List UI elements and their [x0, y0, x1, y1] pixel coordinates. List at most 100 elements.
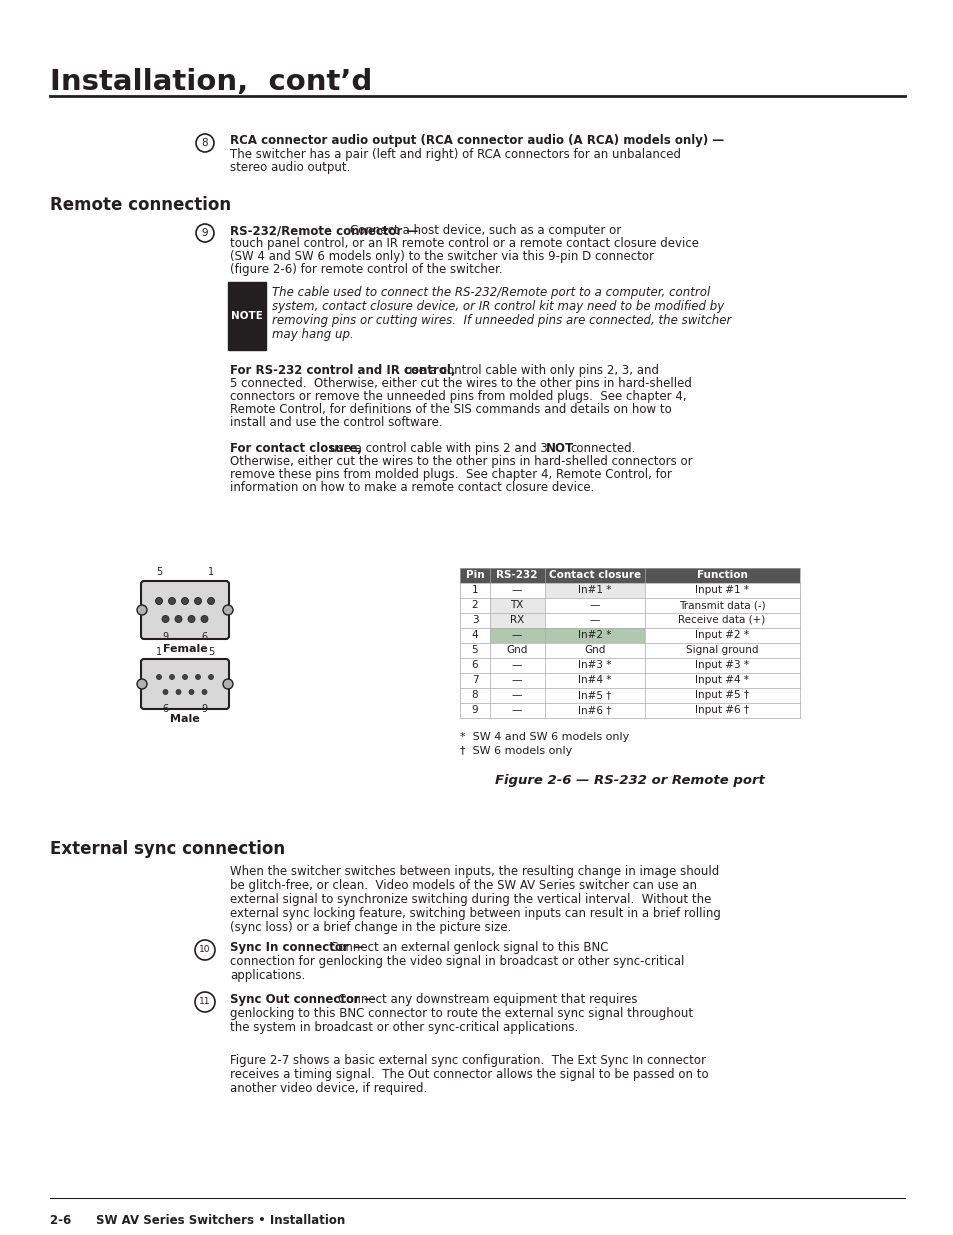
Text: system, contact closure device, or IR control kit may need to be modified by: system, contact closure device, or IR co…: [272, 300, 723, 312]
Text: connected.: connected.: [569, 442, 635, 454]
Text: Connect any downstream equipment that requires: Connect any downstream equipment that re…: [337, 993, 637, 1007]
Text: Input #6 †: Input #6 †: [695, 705, 748, 715]
Text: connectors or remove the unneeded pins from molded plugs.  See chapter 4,: connectors or remove the unneeded pins f…: [230, 390, 686, 403]
Circle shape: [188, 615, 194, 622]
Text: 5: 5: [471, 645, 477, 655]
FancyBboxPatch shape: [490, 613, 544, 629]
Text: For RS-232 control and IR control,: For RS-232 control and IR control,: [230, 364, 455, 377]
Circle shape: [182, 674, 188, 679]
Text: In#2 *: In#2 *: [578, 630, 611, 640]
Text: Signal ground: Signal ground: [685, 645, 758, 655]
FancyBboxPatch shape: [459, 703, 800, 718]
Circle shape: [163, 689, 168, 694]
Text: 1: 1: [471, 585, 477, 595]
Text: Sync In connector —: Sync In connector —: [230, 941, 364, 953]
Text: 4: 4: [471, 630, 477, 640]
FancyBboxPatch shape: [228, 282, 266, 350]
Circle shape: [202, 689, 207, 694]
Text: 5 connected.  Otherwise, either cut the wires to the other pins in hard-shelled: 5 connected. Otherwise, either cut the w…: [230, 377, 691, 390]
Text: Installation,  cont’d: Installation, cont’d: [50, 68, 372, 96]
Text: Input #1 *: Input #1 *: [695, 585, 748, 595]
Text: —: —: [511, 630, 521, 640]
Text: Otherwise, either cut the wires to the other pins in hard-shelled connectors or: Otherwise, either cut the wires to the o…: [230, 454, 692, 468]
Text: 2: 2: [471, 600, 477, 610]
Circle shape: [201, 615, 208, 622]
Text: Receive data (+): Receive data (+): [678, 615, 765, 625]
Text: another video device, if required.: another video device, if required.: [230, 1082, 427, 1095]
Circle shape: [194, 598, 201, 604]
Text: 6: 6: [201, 632, 208, 642]
Text: 5: 5: [155, 567, 162, 577]
Text: use a control cable with pins 2 and 3: use a control cable with pins 2 and 3: [330, 442, 547, 454]
FancyBboxPatch shape: [228, 282, 904, 350]
FancyBboxPatch shape: [490, 629, 544, 643]
Text: Figure 2-7 shows a basic external sync configuration.  The Ext Sync In connector: Figure 2-7 shows a basic external sync c…: [230, 1053, 705, 1067]
Text: information on how to make a remote contact closure device.: information on how to make a remote cont…: [230, 480, 594, 494]
FancyBboxPatch shape: [544, 629, 644, 643]
Text: —: —: [511, 705, 521, 715]
Text: —: —: [511, 690, 521, 700]
Text: †  SW 6 models only: † SW 6 models only: [459, 746, 572, 756]
FancyBboxPatch shape: [459, 598, 800, 613]
Text: may hang up.: may hang up.: [272, 329, 354, 341]
Text: 8: 8: [471, 690, 477, 700]
Text: 8: 8: [201, 138, 208, 148]
Text: removing pins or cutting wires.  If unneeded pins are connected, the switcher: removing pins or cutting wires. If unnee…: [272, 314, 731, 327]
Text: Input #4 *: Input #4 *: [695, 676, 748, 685]
Text: The cable used to connect the RS-232/Remote port to a computer, control: The cable used to connect the RS-232/Rem…: [272, 287, 709, 299]
Text: 6: 6: [162, 704, 169, 714]
Text: (sync loss) or a brief change in the picture size.: (sync loss) or a brief change in the pic…: [230, 921, 511, 934]
Text: Female: Female: [162, 643, 207, 655]
Text: When the switcher switches between inputs, the resulting change in image should: When the switcher switches between input…: [230, 864, 719, 878]
Text: Contact closure: Contact closure: [548, 571, 640, 580]
Circle shape: [174, 615, 182, 622]
Circle shape: [156, 674, 161, 679]
FancyBboxPatch shape: [459, 613, 800, 629]
Text: Sync Out connector —: Sync Out connector —: [230, 993, 375, 1007]
Text: Connect an external genlock signal to this BNC: Connect an external genlock signal to th…: [330, 941, 608, 953]
FancyBboxPatch shape: [544, 583, 644, 598]
Circle shape: [181, 598, 189, 604]
Text: (SW 4 and SW 6 models only) to the switcher via this 9-pin D connector: (SW 4 and SW 6 models only) to the switc…: [230, 249, 654, 263]
Circle shape: [208, 598, 214, 604]
Text: Function: Function: [696, 571, 746, 580]
Text: external signal to synchronize switching during the vertical interval.  Without : external signal to synchronize switching…: [230, 893, 711, 906]
Text: RX: RX: [509, 615, 523, 625]
FancyBboxPatch shape: [459, 688, 800, 703]
Text: 1: 1: [155, 647, 162, 657]
Circle shape: [155, 598, 162, 604]
Text: RS-232/Remote connector —: RS-232/Remote connector —: [230, 224, 417, 237]
Text: The switcher has a pair (left and right) of RCA connectors for an unbalanced: The switcher has a pair (left and right)…: [230, 148, 680, 161]
Text: *  SW 4 and SW 6 models only: * SW 4 and SW 6 models only: [459, 732, 629, 742]
Text: —: —: [589, 615, 599, 625]
Text: 2-6      SW AV Series Switchers • Installation: 2-6 SW AV Series Switchers • Installatio…: [50, 1214, 345, 1228]
FancyBboxPatch shape: [141, 659, 229, 709]
Text: RS-232: RS-232: [496, 571, 537, 580]
Text: NOT: NOT: [545, 442, 574, 454]
FancyBboxPatch shape: [459, 643, 800, 658]
Circle shape: [169, 598, 175, 604]
Text: use a control cable with only pins 2, 3, and: use a control cable with only pins 2, 3,…: [405, 364, 659, 377]
FancyBboxPatch shape: [141, 580, 229, 638]
Text: External sync connection: External sync connection: [50, 840, 285, 858]
Text: Gnd: Gnd: [583, 645, 605, 655]
Text: Figure 2-6 — RS-232 or Remote port: Figure 2-6 — RS-232 or Remote port: [495, 774, 764, 787]
Text: 11: 11: [199, 998, 211, 1007]
Text: In#3 *: In#3 *: [578, 659, 611, 671]
Text: —: —: [589, 600, 599, 610]
Text: 1: 1: [208, 567, 213, 577]
FancyBboxPatch shape: [459, 583, 800, 598]
Text: install and use the control software.: install and use the control software.: [230, 416, 442, 429]
Text: RCA connector audio output (RCA connector audio (A RCA) models only) —: RCA connector audio output (RCA connecto…: [230, 135, 723, 147]
Text: (figure 2-6) for remote control of the switcher.: (figure 2-6) for remote control of the s…: [230, 263, 502, 275]
Text: remove these pins from molded plugs.  See chapter 4, Remote Control, for: remove these pins from molded plugs. See…: [230, 468, 671, 480]
Circle shape: [162, 615, 169, 622]
Circle shape: [170, 674, 174, 679]
Text: In#5 †: In#5 †: [578, 690, 611, 700]
Text: TX: TX: [510, 600, 523, 610]
Text: Input #3 *: Input #3 *: [695, 659, 748, 671]
Circle shape: [137, 605, 147, 615]
Text: NOTE: NOTE: [231, 311, 263, 321]
Text: 9: 9: [471, 705, 477, 715]
FancyBboxPatch shape: [459, 568, 800, 583]
